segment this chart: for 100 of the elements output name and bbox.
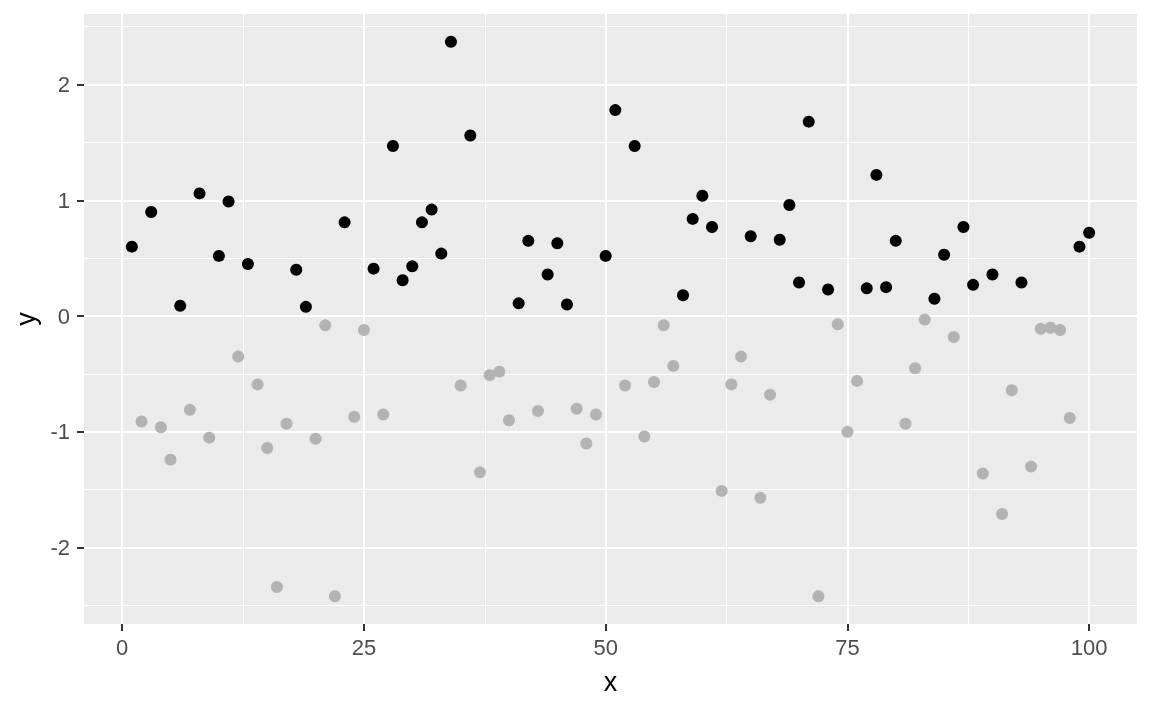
point: [957, 220, 970, 233]
point: [203, 431, 216, 444]
point: [976, 467, 989, 480]
point: [135, 415, 148, 428]
point: [551, 237, 564, 250]
point: [435, 247, 448, 260]
point: [367, 262, 380, 275]
point: [599, 249, 612, 262]
point: [686, 212, 699, 225]
point: [657, 319, 670, 332]
point: [125, 240, 138, 253]
point: [396, 274, 409, 287]
point: [174, 299, 187, 312]
y-tick-label: 0: [57, 303, 70, 329]
point: [270, 580, 283, 593]
point: [880, 281, 893, 294]
point: [473, 466, 486, 479]
point: [706, 220, 719, 233]
point: [193, 187, 206, 200]
point: [696, 189, 709, 202]
point: [773, 233, 786, 246]
point: [1015, 276, 1028, 289]
y-tick-label: 2: [57, 72, 70, 98]
point: [406, 260, 419, 273]
point: [793, 276, 806, 289]
point: [918, 313, 931, 326]
y-tick-label: -2: [50, 535, 70, 561]
x-tick-label: 25: [351, 634, 377, 660]
point: [164, 453, 177, 466]
point: [754, 491, 767, 504]
x-tick-label: 50: [593, 634, 618, 660]
point: [822, 283, 835, 296]
point: [1054, 324, 1067, 336]
y-tick-label: 1: [57, 187, 70, 213]
point: [290, 263, 303, 276]
point: [996, 508, 1009, 521]
point: [280, 417, 293, 430]
point: [870, 168, 883, 181]
point: [628, 139, 641, 152]
point: [812, 590, 825, 603]
y-axis-title: y: [11, 311, 42, 326]
point: [909, 362, 922, 375]
point: [831, 318, 844, 331]
point: [502, 414, 515, 427]
x-axis-title: x: [603, 666, 618, 697]
x-tick-label: 100: [1070, 634, 1108, 660]
point: [464, 129, 477, 142]
point: [541, 268, 554, 281]
point: [357, 324, 370, 336]
point: [241, 258, 254, 271]
point: [928, 292, 941, 305]
point: [715, 484, 728, 497]
point: [667, 359, 680, 372]
point: [232, 350, 245, 363]
point: [938, 248, 951, 261]
point: [212, 249, 225, 262]
point: [454, 379, 467, 392]
point: [986, 268, 999, 281]
point: [1073, 240, 1086, 253]
point: [348, 410, 361, 423]
point: [648, 376, 661, 389]
point: [309, 432, 322, 445]
point: [1044, 321, 1057, 334]
point: [725, 378, 738, 391]
point: [145, 205, 158, 218]
point: [338, 216, 351, 229]
point: [493, 365, 506, 378]
point: [580, 437, 593, 450]
point: [444, 35, 457, 48]
point: [860, 282, 873, 295]
point: [764, 388, 777, 401]
point: [483, 369, 496, 382]
point: [377, 408, 390, 421]
point: [851, 374, 864, 387]
point: [619, 379, 631, 392]
point: [386, 139, 399, 152]
point: [154, 421, 167, 434]
point: [183, 403, 196, 416]
x-tick-label: 0: [116, 634, 129, 660]
point: [1005, 384, 1018, 397]
point: [783, 198, 796, 211]
point: [1063, 411, 1076, 424]
point: [744, 230, 757, 243]
point: [1034, 322, 1047, 335]
point: [899, 417, 912, 430]
point: [967, 278, 980, 291]
point: [677, 289, 690, 302]
point: [590, 408, 602, 421]
y-tick-label: -1: [50, 419, 70, 445]
point: [735, 350, 748, 363]
point: [1025, 460, 1038, 473]
point: [638, 430, 651, 443]
point: [512, 297, 525, 310]
point: [522, 234, 535, 247]
point: [319, 319, 332, 332]
point: [947, 330, 960, 343]
point: [889, 234, 902, 247]
point: [570, 402, 583, 415]
point: [802, 115, 815, 128]
point: [531, 405, 544, 418]
